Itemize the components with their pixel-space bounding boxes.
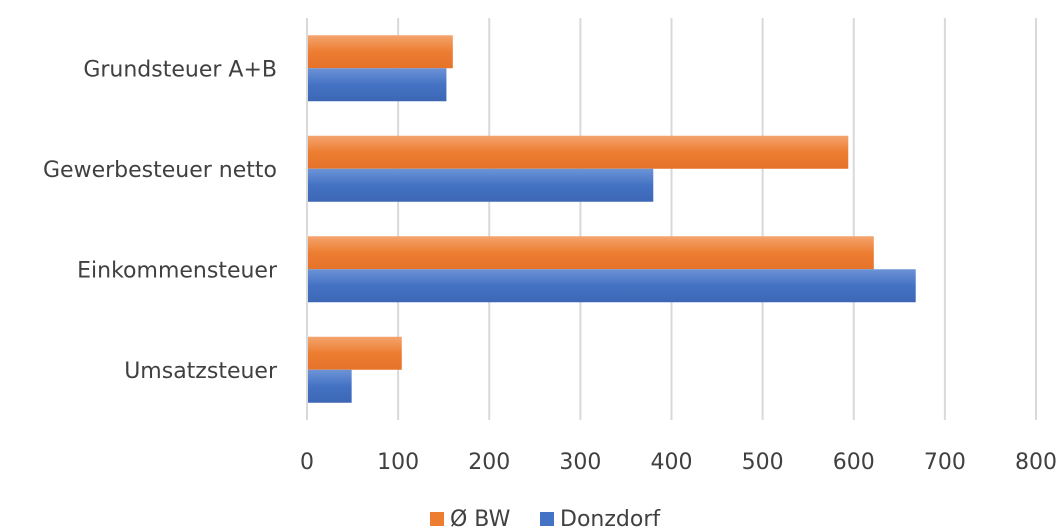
category-label-grundsteuer-a-b: Grundsteuer A+B [83,57,277,82]
x-tick-label-300: 300 [559,450,601,475]
bar-gewerbesteuer-netto-o-bw [307,135,849,169]
legend-swatch-o-bw [430,512,444,526]
bar-grundsteuer-a-b-o-bw [307,35,453,69]
x-axis-tick-labels: 0 100 200 300 400 500 600 700 800 [300,450,1057,475]
legend-swatch-donzdorf [540,512,554,526]
bar-einkommensteuer-o-bw [307,236,874,270]
legend-label-o-bw: Ø BW [450,507,511,532]
bar-gewerbesteuer-netto-donzdorf [307,168,654,202]
legend-label-donzdorf: Donzdorf [560,507,661,532]
bar-umsatzsteuer-o-bw [307,336,402,370]
x-tick-label-100: 100 [377,450,419,475]
bar-einkommensteuer-donzdorf [307,269,916,303]
x-tick-label-500: 500 [742,450,784,475]
category-label-gewerbesteuer-netto: Gewerbesteuer netto [43,158,277,183]
category-label-umsatzsteuer: Umsatzsteuer [124,359,278,384]
x-tick-label-700: 700 [924,450,966,475]
x-tick-label-600: 600 [833,450,875,475]
x-tick-label-400: 400 [651,450,693,475]
category-labels: Grundsteuer A+B Gewerbesteuer netto Einkom… [43,57,278,384]
bar-grundsteuer-a-b-donzdorf [307,68,447,102]
bars [306,18,916,420]
bar-umsatzsteuer-donzdorf [307,369,352,403]
category-label-einkommensteuer: Einkommensteuer [77,258,278,283]
x-tick-label-0: 0 [300,450,314,475]
legend: Ø BW Donzdorf [430,507,661,532]
x-tick-label-800: 800 [1015,450,1057,475]
x-tick-label-200: 200 [468,450,510,475]
